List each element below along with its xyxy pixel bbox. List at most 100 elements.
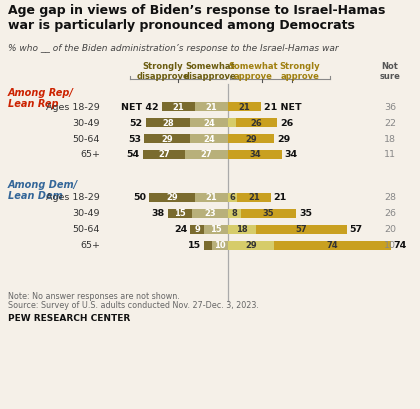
Text: Among Rep/: Among Rep/	[8, 88, 74, 98]
Text: Lean Rep: Lean Rep	[8, 99, 58, 109]
Text: 21: 21	[205, 193, 217, 202]
Bar	[190, 134, 228, 143]
Text: 29: 29	[161, 134, 173, 143]
Bar	[190, 225, 204, 234]
Text: 50-64: 50-64	[73, 134, 100, 143]
Bar	[228, 134, 274, 143]
Text: 15: 15	[210, 225, 222, 234]
Text: 52: 52	[130, 118, 143, 127]
Text: 65+: 65+	[80, 241, 100, 250]
Text: 53: 53	[128, 134, 141, 143]
Text: 24: 24	[203, 118, 215, 127]
Text: 24: 24	[203, 134, 215, 143]
Text: 21 NET: 21 NET	[264, 102, 302, 111]
Text: 8: 8	[231, 209, 237, 218]
Text: 28: 28	[162, 118, 174, 127]
Text: Ages 18-29: Ages 18-29	[46, 193, 100, 202]
Text: 29: 29	[166, 193, 178, 202]
Text: 21: 21	[239, 102, 250, 111]
Text: Strongly
disapprove: Strongly disapprove	[136, 62, 189, 81]
Text: 23: 23	[204, 209, 215, 218]
Text: 35: 35	[262, 209, 274, 218]
Text: Somewhat
disapprove: Somewhat disapprove	[184, 62, 236, 81]
Text: % who __ of the Biden administration’s response to the Israel-Hamas war: % who __ of the Biden administration’s r…	[8, 44, 339, 53]
Text: 6: 6	[230, 193, 236, 202]
Text: Note: No answer responses are not shown.: Note: No answer responses are not shown.	[8, 291, 180, 300]
Text: 20: 20	[384, 225, 396, 234]
Bar	[190, 118, 228, 127]
Bar	[228, 118, 236, 127]
Text: 21: 21	[172, 102, 184, 111]
Text: 50-64: 50-64	[73, 225, 100, 234]
Text: 26: 26	[384, 209, 396, 218]
Bar	[185, 150, 228, 159]
Bar	[204, 241, 212, 250]
Text: 74: 74	[326, 241, 338, 250]
Bar	[228, 150, 282, 159]
Bar	[192, 209, 228, 218]
Bar	[212, 241, 228, 250]
Text: 35: 35	[299, 209, 312, 218]
Text: 21: 21	[205, 102, 217, 111]
Text: 57: 57	[296, 225, 307, 234]
Text: 11: 11	[384, 150, 396, 159]
Text: 29: 29	[245, 134, 257, 143]
Bar	[237, 193, 270, 202]
Bar	[228, 102, 261, 111]
Text: 21: 21	[274, 193, 287, 202]
Text: 21: 21	[248, 193, 260, 202]
Text: 50: 50	[133, 193, 146, 202]
Text: 34: 34	[249, 150, 261, 159]
Bar	[241, 209, 296, 218]
Bar	[228, 209, 241, 218]
Text: Not
sure: Not sure	[380, 62, 400, 81]
Text: NET 42: NET 42	[121, 102, 159, 111]
Text: Among Dem/: Among Dem/	[8, 180, 78, 189]
Text: Age gap in views of Biden’s response to Israel-Hamas
war is particularly pronoun: Age gap in views of Biden’s response to …	[8, 4, 386, 32]
Text: 28: 28	[384, 193, 396, 202]
Text: 30-49: 30-49	[73, 118, 100, 127]
Bar	[143, 150, 185, 159]
Text: 26: 26	[251, 118, 262, 127]
Text: 27: 27	[158, 150, 170, 159]
Text: 27: 27	[201, 150, 213, 159]
Text: 38: 38	[152, 209, 165, 218]
Bar	[195, 193, 228, 202]
Text: Ages 18-29: Ages 18-29	[46, 102, 100, 111]
Text: 10: 10	[214, 241, 226, 250]
Text: 57: 57	[349, 225, 362, 234]
Text: 34: 34	[285, 150, 298, 159]
Bar	[228, 193, 237, 202]
Bar	[195, 102, 228, 111]
Bar	[228, 241, 274, 250]
Text: 24: 24	[174, 225, 187, 234]
Bar	[257, 225, 346, 234]
Text: 65+: 65+	[80, 150, 100, 159]
Text: PEW RESEARCH CENTER: PEW RESEARCH CENTER	[8, 313, 130, 322]
Bar	[236, 118, 277, 127]
Text: 9: 9	[194, 225, 200, 234]
Bar	[228, 225, 257, 234]
Text: 18: 18	[236, 225, 248, 234]
Bar	[144, 134, 190, 143]
Text: 29: 29	[245, 241, 257, 250]
Text: 26: 26	[280, 118, 293, 127]
Text: 30-49: 30-49	[73, 209, 100, 218]
Text: 10: 10	[384, 241, 396, 250]
Text: 22: 22	[384, 118, 396, 127]
Text: 18: 18	[384, 134, 396, 143]
Text: 54: 54	[126, 150, 140, 159]
Bar	[204, 225, 228, 234]
Text: Lean Dem: Lean Dem	[8, 191, 63, 200]
Text: 15: 15	[174, 209, 186, 218]
Text: 74: 74	[394, 241, 407, 250]
Text: Strongly
approve: Strongly approve	[280, 62, 320, 81]
Bar	[168, 209, 192, 218]
Text: Source: Survey of U.S. adults conducted Nov. 27-Dec. 3, 2023.: Source: Survey of U.S. adults conducted …	[8, 300, 259, 309]
Bar	[146, 118, 190, 127]
Text: 36: 36	[384, 102, 396, 111]
Bar	[149, 193, 195, 202]
Text: 29: 29	[277, 134, 290, 143]
Bar	[274, 241, 391, 250]
Bar	[162, 102, 195, 111]
